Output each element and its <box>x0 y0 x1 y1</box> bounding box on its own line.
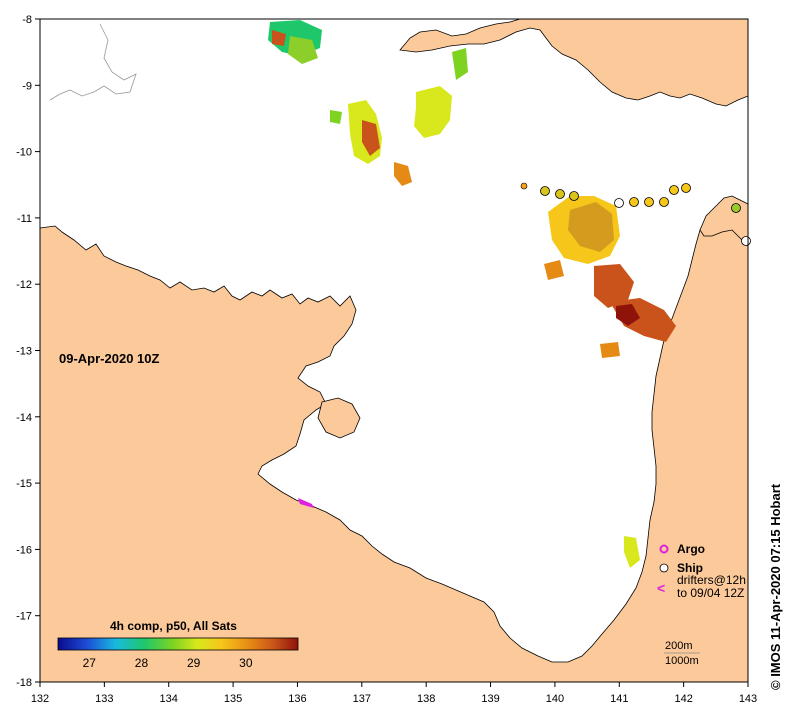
ship-marker <box>741 236 751 246</box>
sst-patch <box>394 162 412 186</box>
lat-tick-label: -15 <box>16 478 32 490</box>
lat-axis: -8 -9 -10 -11 -12 -13 -14 -15 -16 -17 -18 <box>16 14 40 689</box>
ship-marker <box>644 197 654 207</box>
lon-tick-label: 135 <box>224 693 242 705</box>
ship-marker <box>731 203 741 213</box>
sst-patch <box>288 36 318 64</box>
coastline-tiwi <box>49 23 137 101</box>
colorbar-tick-label: 27 <box>83 656 97 670</box>
argo-label: Argo <box>677 542 705 556</box>
sst-patch <box>362 120 380 156</box>
lon-tick-label: 137 <box>353 693 371 705</box>
ship-marker <box>555 189 565 199</box>
contour-1000m-label: 1000m <box>665 655 699 667</box>
ship-marker <box>659 197 669 207</box>
lon-axis: 132 133 134 135 136 137 138 139 140 141 142 143 <box>31 682 757 705</box>
lon-tick-label: 136 <box>288 693 306 705</box>
colorbar-title: 4h comp, p50, All Sats <box>110 619 237 633</box>
lat-tick-label: -12 <box>16 279 32 291</box>
lat-tick-label: -16 <box>16 544 32 556</box>
sst-patch <box>616 304 640 326</box>
ship-legend-icon <box>659 563 669 573</box>
lon-tick-label: 139 <box>481 693 499 705</box>
lon-tick-label: 143 <box>739 693 757 705</box>
sst-patch <box>600 342 620 358</box>
lat-tick-label: -17 <box>16 611 32 623</box>
lon-tick-label: 132 <box>31 693 49 705</box>
date-label: 09-Apr-2020 10Z <box>59 351 159 366</box>
lon-tick-label: 140 <box>546 693 564 705</box>
sst-patch <box>414 86 452 138</box>
lat-tick-label: -9 <box>22 80 32 92</box>
credit-label: © IMOS 11-Apr-2020 07:15 Hobart <box>768 483 783 690</box>
land-new-guinea <box>399 18 749 107</box>
drifter-icon: < <box>657 580 665 596</box>
lon-tick-label: 138 <box>417 693 435 705</box>
ship-marker <box>614 198 624 208</box>
lat-tick-label: -18 <box>16 677 32 689</box>
argo-icon <box>659 544 669 554</box>
drifters-label-line1: drifters@12h <box>677 573 746 587</box>
land-island-groote <box>317 397 361 439</box>
drifters-label-line2: to 09/04 12Z <box>677 586 744 600</box>
colorbar-ticks: 27 28 29 30 <box>83 656 253 670</box>
ship-marker <box>569 191 579 201</box>
lon-tick-label: 134 <box>160 693 178 705</box>
lat-tick-label: -11 <box>17 213 32 225</box>
colorbar-tick-label: 30 <box>239 656 253 670</box>
ship-marker <box>540 186 550 196</box>
sst-patch <box>568 202 614 252</box>
sst-patch <box>272 30 286 46</box>
sst-patch <box>330 110 342 124</box>
sst-patch <box>298 498 314 508</box>
sst-data-layer <box>268 20 676 568</box>
lat-tick-label: -14 <box>16 412 32 424</box>
ship-marker <box>629 197 639 207</box>
sst-patch <box>624 536 640 568</box>
ship-marker <box>520 182 528 190</box>
ship-label: Ship <box>677 561 703 575</box>
lon-tick-label: 141 <box>610 693 628 705</box>
colorbar <box>57 637 299 651</box>
land-northern-territory <box>39 205 749 683</box>
lat-tick-label: -13 <box>16 346 32 358</box>
colorbar-tick-label: 29 <box>187 656 201 670</box>
ship-track <box>520 182 751 246</box>
contour-200m-label: 200m <box>665 640 693 652</box>
sst-patch <box>452 48 468 80</box>
lat-tick-label: -10 <box>16 147 32 159</box>
sst-patch <box>594 264 634 308</box>
sst-patch <box>544 260 564 280</box>
ship-marker <box>669 185 679 195</box>
lat-tick-label: -8 <box>22 14 32 26</box>
lon-tick-label: 133 <box>95 693 113 705</box>
ship-marker <box>681 183 691 193</box>
colorbar-tick-label: 28 <box>135 656 149 670</box>
lon-tick-label: 142 <box>674 693 692 705</box>
